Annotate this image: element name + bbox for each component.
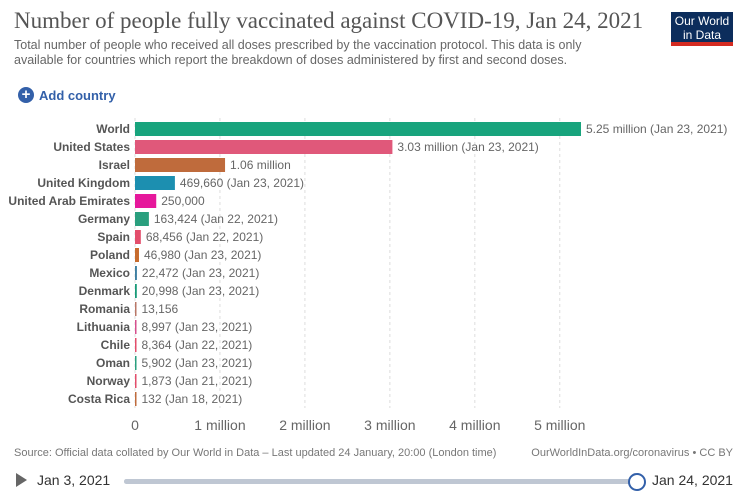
bar[interactable] — [135, 122, 581, 136]
category-label[interactable]: Lithuania — [77, 320, 131, 334]
category-label[interactable]: Mexico — [89, 266, 130, 280]
bar[interactable] — [135, 158, 226, 172]
value-label: 163,424 (Jan 22, 2021) — [154, 212, 278, 226]
category-label[interactable]: United Arab Emirates — [8, 194, 130, 208]
bar[interactable] — [135, 356, 137, 370]
category-label[interactable]: United States — [53, 140, 130, 154]
x-tick-label: 5 million — [534, 417, 585, 433]
value-label: 3.03 million (Jan 23, 2021) — [397, 140, 538, 154]
logo-line-1: Our World — [674, 14, 730, 28]
category-label[interactable]: Spain — [97, 230, 130, 244]
bar[interactable] — [135, 266, 137, 280]
timeline-handle[interactable] — [628, 473, 646, 491]
add-country-label: Add country — [39, 87, 116, 103]
value-label: 132 (Jan 18, 2021) — [142, 392, 243, 406]
value-label: 1.06 million — [230, 158, 291, 172]
bar[interactable] — [135, 392, 137, 406]
category-label[interactable]: World — [96, 122, 130, 136]
category-label[interactable]: Norway — [87, 374, 131, 388]
value-label: 5.25 million (Jan 23, 2021) — [586, 122, 727, 136]
bar[interactable] — [135, 194, 157, 208]
chart-subtitle: Total number of people who received all … — [14, 38, 582, 67]
source-note: Source: Official data collated by Our Wo… — [14, 447, 497, 459]
bar[interactable] — [135, 212, 149, 226]
bar-chart: World 5.25 million (Jan 23, 2021) United S… — [8, 118, 727, 433]
play-icon[interactable] — [16, 473, 27, 487]
value-label: 46,980 (Jan 23, 2021) — [144, 248, 261, 262]
bar[interactable] — [135, 302, 137, 316]
x-tick-label: 0 — [131, 417, 139, 433]
logo-line-2: in Data — [682, 28, 722, 42]
bar[interactable] — [135, 338, 137, 352]
value-label: 1,873 (Jan 21, 2021) — [142, 374, 253, 388]
value-label: 469,660 (Jan 23, 2021) — [180, 176, 304, 190]
value-label: 22,472 (Jan 23, 2021) — [142, 266, 259, 280]
bar[interactable] — [135, 230, 141, 244]
add-country-button[interactable]: + Add country — [18, 86, 116, 104]
category-label[interactable]: Romania — [79, 302, 130, 316]
timeline-start-date: Jan 3, 2021 — [37, 472, 111, 488]
x-axis-ticks: 0 1 million 2 million 3 million 4 million 5 m… — [131, 417, 585, 433]
bar[interactable] — [135, 374, 137, 388]
x-tick-label: 4 million — [449, 417, 500, 433]
value-label: 20,998 (Jan 23, 2021) — [142, 284, 259, 298]
value-label: 68,456 (Jan 22, 2021) — [146, 230, 263, 244]
timeline-track-fill — [124, 479, 636, 484]
value-label: 8,364 (Jan 22, 2021) — [142, 338, 253, 352]
timeline-slider[interactable]: Jan 3, 2021 Jan 24, 2021 — [0, 466, 747, 494]
value-label: 250,000 — [161, 194, 205, 208]
source-link[interactable]: OurWorldInData.org/coronavirus • CC BY — [531, 447, 733, 459]
x-tick-label: 2 million — [279, 417, 330, 433]
category-label[interactable]: Poland — [90, 248, 130, 262]
x-tick-label: 1 million — [194, 417, 245, 433]
bar[interactable] — [135, 140, 393, 154]
bar[interactable] — [135, 248, 139, 262]
bar[interactable] — [135, 176, 175, 190]
bars: World 5.25 million (Jan 23, 2021) United S… — [8, 122, 727, 406]
category-label[interactable]: United Kingdom — [37, 176, 130, 190]
category-label[interactable]: Chile — [101, 338, 131, 352]
plus-circle-icon: + — [18, 87, 34, 103]
owid-logo[interactable]: Our World in Data — [671, 12, 733, 46]
x-tick-label: 3 million — [364, 417, 415, 433]
category-label[interactable]: Israel — [99, 158, 130, 172]
value-label: 5,902 (Jan 23, 2021) — [142, 356, 253, 370]
category-label[interactable]: Denmark — [79, 284, 131, 298]
timeline-end-date: Jan 24, 2021 — [652, 472, 733, 488]
value-label: 8,997 (Jan 23, 2021) — [142, 320, 253, 334]
chart-title: Number of people fully vaccinated agains… — [14, 8, 644, 33]
category-label[interactable]: Germany — [78, 212, 130, 226]
bar[interactable] — [135, 320, 137, 334]
bar[interactable] — [135, 284, 137, 298]
value-label: 13,156 — [142, 302, 179, 316]
category-label[interactable]: Oman — [96, 356, 130, 370]
category-label[interactable]: Costa Rica — [68, 392, 130, 406]
